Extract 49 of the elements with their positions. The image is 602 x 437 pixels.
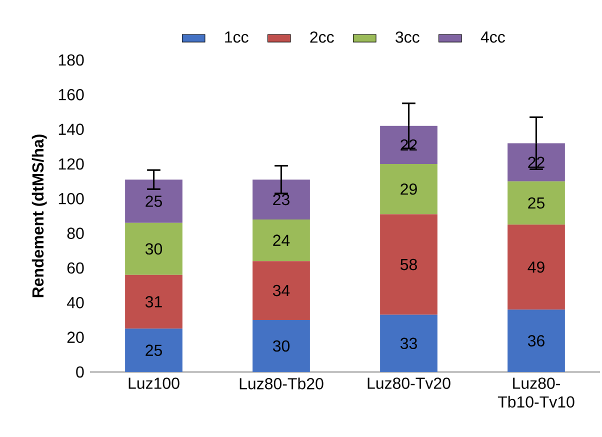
data-label: 34 [272,284,290,296]
bar [252,261,310,320]
data-label: 36 [528,335,544,346]
y-tick-label: 120 [58,158,84,170]
bar [380,126,438,164]
bar [508,143,565,182]
data-label: 31 [145,296,162,308]
data-label: 25 [146,344,162,356]
bar [508,181,565,225]
y-tick-label: 20 [67,332,84,343]
bar [380,314,438,372]
data-label: 23 [273,194,290,206]
data-label: 25 [528,197,544,209]
x-tick-label: Luz80-Tb20 [240,378,324,390]
data-label: 25 [146,196,162,207]
data-label: 24 [273,234,290,246]
legend-label: 1cc [225,32,248,43]
bar [508,310,565,372]
y-tick-label: 100 [58,193,84,204]
bar [125,328,182,372]
x-tick-label: Luz80-Tb10-Tv10 [498,378,574,408]
y-tick-label: 40 [66,297,84,308]
bar [252,180,310,220]
x-tick-label: Luz100 [128,378,180,389]
y-tick-label: 60 [67,262,84,274]
data-label: 29 [400,183,417,195]
x-tick-label: Luz80-Tv20 [368,378,450,389]
y-tick-label: 80 [67,228,84,239]
bar [380,214,438,315]
y-tick-label: 180 [58,54,84,66]
bar [125,274,182,329]
data-label: 49 [528,261,544,273]
data-label: 58 [400,258,417,270]
legend-label: 2cc [310,31,334,43]
bar [125,180,182,223]
y-tick-label: 0 [76,366,84,378]
data-label: 30 [272,340,290,352]
y-tick-label: 140 [58,124,84,135]
bar [508,224,565,310]
legend-label: 4cc [480,32,505,43]
y-tick-label: 160 [58,89,84,100]
bar [252,219,310,262]
y-axis-title: Rendement (dtMS/ha) [32,134,47,298]
data-label: 33 [400,338,417,350]
data-label: 30 [145,243,162,255]
bar [252,320,310,372]
legend-label: 3cc [396,31,420,43]
bar [125,222,182,275]
bar [380,164,438,214]
